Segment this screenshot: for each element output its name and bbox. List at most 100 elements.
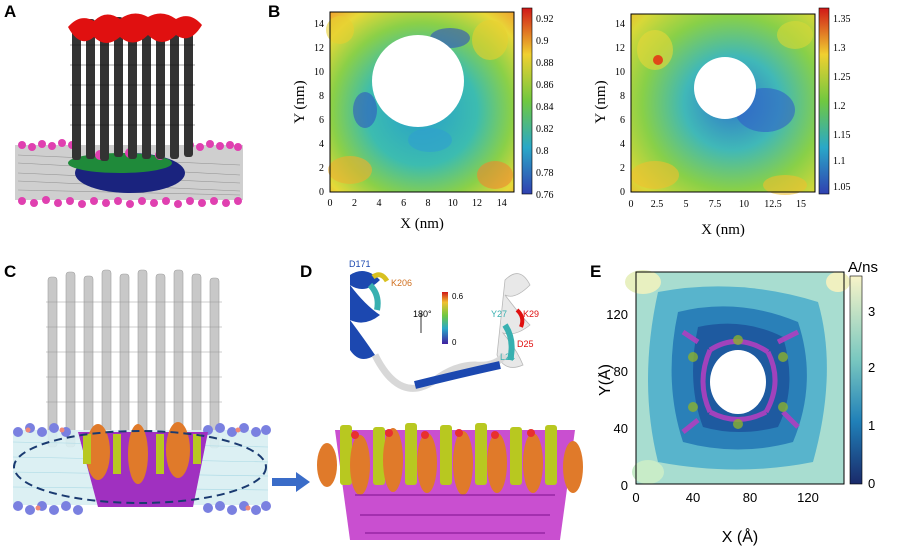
heatmap-patches (326, 16, 513, 189)
embedded-domain (78, 422, 208, 507)
panel-label-e: E (590, 262, 602, 281)
cbar-tick: 0.9 (536, 36, 549, 47)
grey-helices (47, 269, 220, 450)
panel-b-right-heatmap: 1.35 1.3 1.25 1.2 1.15 1.1 1.05 0 2.5 5 … (593, 7, 851, 238)
cbar-tick: 0.76 (536, 190, 554, 201)
pore-hole (372, 35, 464, 127)
x-tick: 0 (629, 199, 634, 210)
cbar-tick: 1.2 (833, 101, 846, 112)
x-tick: 12.5 (764, 199, 782, 210)
cbar-tick: 3 (868, 304, 875, 319)
cbar-tick: 0.92 (536, 14, 554, 25)
residue-label-d25: D25 (517, 339, 534, 349)
x-tick: 80 (743, 490, 757, 505)
hotspot (653, 55, 663, 65)
x-axis-label: X (nm) (400, 216, 444, 232)
panel-label-a: A (4, 2, 17, 21)
residue-label-y27: Y27 (491, 309, 507, 319)
cbar-tick: 1.3 (833, 43, 846, 54)
contour-frame (635, 271, 845, 485)
lower-assembly (317, 423, 583, 540)
y-tick: 14 (314, 19, 324, 30)
cbar-tick: 0 (868, 476, 875, 491)
y-tick: 0 (620, 187, 625, 198)
scale-min: 0 (452, 338, 457, 347)
y-tick: 10 (314, 67, 324, 78)
headgroups (13, 423, 271, 515)
color-scale (442, 292, 448, 344)
y-axis-label: Y(Å) (598, 364, 614, 396)
y-tick: 8 (620, 91, 625, 102)
colorbar-unit: Å/ns (848, 262, 878, 276)
left-helix (350, 271, 390, 359)
rotation-label: 180° (413, 309, 432, 319)
x-tick: 4 (377, 198, 382, 209)
membrane-outline (13, 430, 267, 504)
x-axis-label: X (Å) (722, 527, 758, 546)
x-tick: 5 (684, 199, 689, 210)
cbar-tick: 0.78 (536, 168, 554, 179)
cbar-tick: 1.25 (833, 72, 851, 83)
y-tick: 0 (319, 187, 324, 198)
red-cap-helices (68, 13, 202, 43)
panel-label-b: B (268, 2, 281, 21)
cbar-tick: 1.35 (833, 14, 851, 25)
panel-d-structure: D171 K206 Y27 K29 D25 L24 180° 0.6 0 (317, 259, 583, 540)
y-tick: 8 (319, 91, 324, 102)
x-axis-label: X (nm) (701, 222, 745, 238)
y-axis-label: Y (nm) (593, 80, 609, 123)
ring-sidechains (688, 335, 788, 429)
y-tick: 10 (615, 67, 625, 78)
cbar-tick: 0.8 (536, 146, 549, 157)
y-tick: 12 (615, 43, 625, 54)
y-tick: 14 (615, 19, 625, 30)
colorbar (521, 7, 533, 195)
cbar-tick: 2 (868, 360, 875, 375)
helix-texture (70, 44, 195, 126)
residue-label-k206: K206 (391, 278, 412, 288)
y-tick: 4 (620, 139, 625, 150)
right-helix (496, 273, 531, 368)
y-tick: 2 (620, 163, 625, 174)
x-tick: 2 (352, 198, 357, 209)
connecting-loop (371, 352, 508, 392)
heatmap-frame (630, 13, 816, 193)
heatmap-frame (329, 11, 515, 193)
x-tick: 10 (448, 198, 458, 209)
lower-headgroups (18, 196, 242, 208)
y-tick: 120 (606, 307, 628, 322)
y-tick: 6 (319, 115, 324, 126)
x-tick: 10 (739, 199, 749, 210)
cbar-tick: 0.86 (536, 80, 554, 91)
colorbar (849, 275, 863, 485)
x-tick: 0 (328, 198, 333, 209)
y-tick: 2 (319, 163, 324, 174)
x-tick: 15 (796, 199, 806, 210)
residue-label-d171: D171 (349, 259, 371, 269)
cbar-tick: 1.05 (833, 182, 851, 193)
panel-a-structure (15, 13, 243, 208)
residue-label-l24: L24 (500, 352, 515, 362)
cbar-tick: 1 (868, 418, 875, 433)
x-tick: 2.5 (651, 199, 664, 210)
cbar-tick: 0.84 (536, 102, 554, 113)
transition-arrow (272, 472, 310, 492)
y-tick: 12 (314, 43, 324, 54)
colorbar (818, 7, 830, 195)
cbar-tick: 1.15 (833, 130, 851, 141)
x-tick: 12 (472, 198, 482, 209)
y-tick: 6 (620, 115, 625, 126)
x-tick: 8 (426, 198, 431, 209)
panel-b-left-heatmap: 0.92 0.9 0.88 0.86 0.84 0.82 0.8 0.78 0.… (292, 7, 554, 232)
helix-coil-lines (46, 301, 222, 403)
pore-hole (694, 57, 756, 119)
panel-label-d: D (300, 262, 313, 281)
dark-helices (72, 17, 193, 161)
x-tick: 120 (797, 490, 819, 505)
x-tick: 0 (632, 490, 639, 505)
y-axis-label: Y (nm) (292, 80, 308, 123)
panel-label-c: C (4, 262, 17, 281)
cbar-tick: 0.82 (536, 124, 554, 135)
cbar-tick: 0.88 (536, 58, 554, 69)
y-tick: 4 (319, 139, 324, 150)
